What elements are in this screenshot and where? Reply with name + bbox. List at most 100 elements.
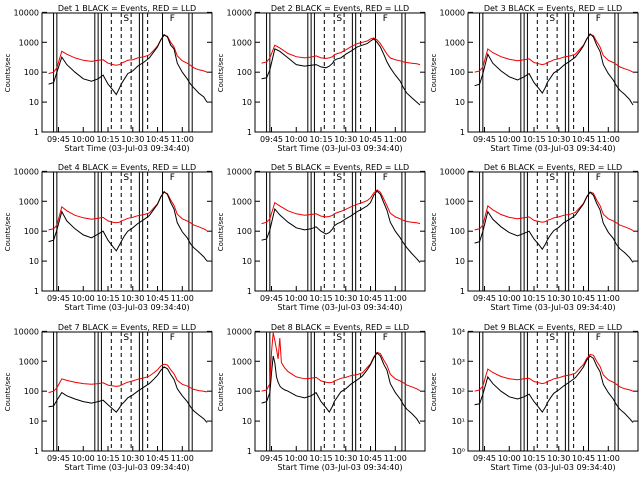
y-tick-label: 10⁴ (452, 327, 465, 336)
x-tick-label: 10:15 (309, 135, 332, 144)
y-tick-label: 10000 (440, 167, 465, 176)
y-tick-label: 1000 (19, 38, 39, 47)
x-tick-label: 10:45 (359, 294, 382, 303)
series-events-line (474, 33, 634, 106)
x-tick-label: 10:45 (359, 135, 382, 144)
y-tick-label: 1000 (232, 38, 252, 47)
series-events-line (474, 355, 634, 423)
y-tick-label: 1 (460, 128, 465, 137)
marker-s: S (336, 14, 342, 24)
y-tick-label: 10 (29, 417, 39, 426)
y-tick-label: 1000 (19, 357, 39, 366)
y-tick-label: 10 (242, 257, 252, 266)
x-tick-label: 10:00 (72, 454, 95, 463)
y-axis-label: Counts/sec (430, 54, 438, 93)
y-tick-label: 100 (237, 387, 252, 396)
y-axis-label: Counts/sec (217, 213, 225, 252)
y-axis-label: Counts/sec (4, 373, 12, 412)
panel-title: Det 4 BLACK = Events, RED = LLD (58, 163, 196, 172)
x-tick-label: 11:00 (171, 294, 194, 303)
marker-f: F (596, 173, 601, 183)
x-tick-label: 10:00 (498, 135, 521, 144)
x-tick-label: 10:30 (547, 135, 570, 144)
x-tick-label: 10:30 (547, 454, 570, 463)
y-tick-label: 1 (34, 128, 39, 137)
x-tick-label: 09:45 (260, 135, 283, 144)
y-tick-label: 10000 (227, 327, 252, 336)
plot-frame (467, 331, 639, 452)
x-tick-label: 10:30 (334, 135, 357, 144)
y-tick-label: 100 (24, 68, 39, 77)
marker-f: F (383, 173, 388, 183)
marker-s: S (336, 173, 342, 183)
plot-frame (254, 171, 426, 292)
y-axis-label: Counts/sec (217, 54, 225, 93)
panel-title: Det 9 BLACK = Events, RED = LLD (484, 323, 622, 332)
panel-title: Det 3 BLACK = Events, RED = LLD (484, 4, 622, 13)
y-tick-label: 100 (450, 227, 465, 236)
series-lld-line (261, 37, 421, 66)
marker-f: F (170, 14, 175, 24)
panel-title: Det 7 BLACK = Events, RED = LLD (58, 323, 196, 332)
y-tick-label: 10³ (452, 357, 465, 366)
x-tick-label: 10:45 (146, 454, 169, 463)
marker-f: F (170, 173, 175, 183)
series-lld-line (48, 363, 208, 394)
series-events-line (261, 190, 421, 263)
y-tick-label: 1000 (232, 357, 252, 366)
series-lld-line (474, 353, 634, 392)
series-lld-line (48, 191, 208, 232)
series-lld-line (261, 189, 421, 225)
y-tick-label: 10000 (227, 8, 252, 17)
x-tick-label: 09:45 (260, 454, 283, 463)
x-tick-label: 10:00 (285, 135, 308, 144)
x-tick-label: 09:45 (473, 294, 496, 303)
x-axis-label: Start Time (03-Jul-03 09:34:40) (490, 144, 615, 153)
y-tick-label: 10² (452, 387, 465, 396)
y-tick-label: 1 (34, 287, 39, 296)
x-tick-label: 11:00 (597, 294, 620, 303)
x-tick-label: 09:45 (260, 294, 283, 303)
y-tick-label: 100 (24, 227, 39, 236)
panel-title: Det 5 BLACK = Events, RED = LLD (271, 163, 409, 172)
x-tick-label: 10:45 (146, 135, 169, 144)
x-axis-label: Start Time (03-Jul-03 09:34:40) (64, 144, 189, 153)
x-tick-label: 10:00 (498, 294, 521, 303)
y-tick-label: 10 (455, 98, 465, 107)
x-tick-label: 10:00 (72, 135, 95, 144)
y-tick-label: 1000 (445, 197, 465, 206)
y-tick-label: 1 (247, 447, 252, 456)
y-tick-label: 10000 (227, 167, 252, 176)
plot-frame (41, 331, 213, 452)
marker-f: F (596, 333, 601, 343)
marker-s: S (123, 333, 129, 343)
y-tick-label: 10000 (14, 167, 39, 176)
series-events-line (48, 33, 208, 103)
series-events-line (48, 366, 208, 423)
x-tick-label: 10:45 (572, 135, 595, 144)
y-tick-label: 10000 (14, 8, 39, 17)
y-tick-label: 1 (247, 128, 252, 137)
y-axis-label: Counts/sec (4, 54, 12, 93)
marker-s: S (549, 14, 555, 24)
y-tick-label: 10¹ (452, 417, 465, 426)
marker-f: F (383, 14, 388, 24)
x-tick-label: 10:30 (121, 135, 144, 144)
marker-s: S (123, 173, 129, 183)
marker-s: S (549, 173, 555, 183)
y-tick-label: 10⁰ (452, 447, 465, 456)
series-events-line (261, 352, 421, 425)
x-tick-label: 10:30 (334, 294, 357, 303)
x-tick-label: 11:00 (384, 454, 407, 463)
x-tick-label: 09:45 (473, 135, 496, 144)
x-tick-label: 10:45 (572, 454, 595, 463)
y-tick-label: 1 (247, 287, 252, 296)
x-tick-label: 10:45 (572, 294, 595, 303)
y-axis-label: Counts/sec (4, 213, 12, 252)
